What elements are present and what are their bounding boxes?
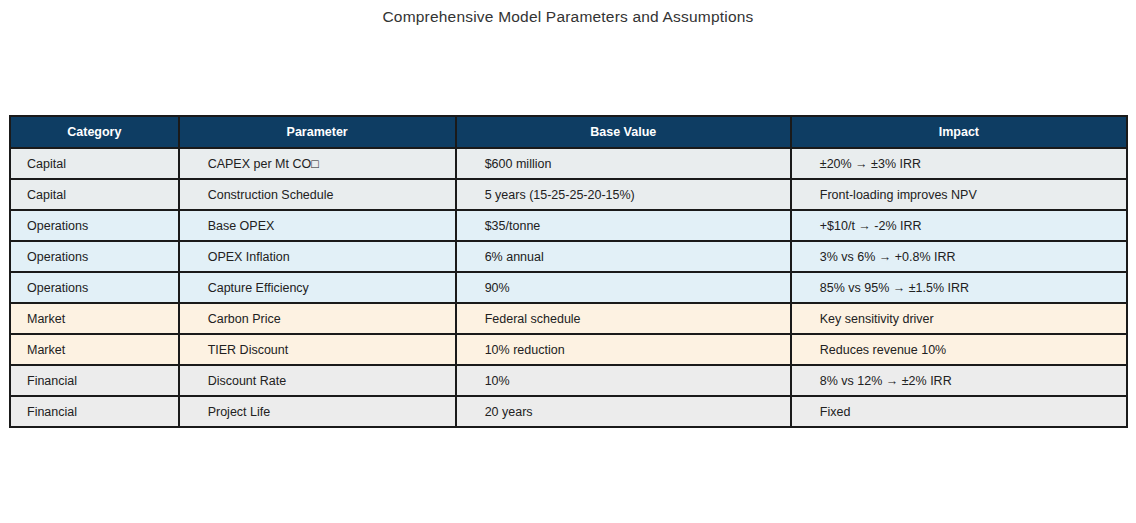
cell-impact: ±20% → ±3% IRR bbox=[791, 148, 1127, 179]
cell-category: Capital bbox=[10, 148, 179, 179]
cell-base-value: $35/tonne bbox=[456, 210, 791, 241]
cell-parameter: Capture Efficiency bbox=[179, 272, 456, 303]
cell-category: Financial bbox=[10, 396, 179, 427]
header-base-value: Base Value bbox=[456, 116, 791, 148]
cell-impact: Key sensitivity driver bbox=[791, 303, 1127, 334]
table-row: Market Carbon Price Federal schedule Key… bbox=[10, 303, 1127, 334]
cell-base-value: 10% bbox=[456, 365, 791, 396]
cell-category: Market bbox=[10, 303, 179, 334]
cell-base-value: 5 years (15-25-25-20-15%) bbox=[456, 179, 791, 210]
table-row: Capital Construction Schedule 5 years (1… bbox=[10, 179, 1127, 210]
cell-base-value: Federal schedule bbox=[456, 303, 791, 334]
header-impact: Impact bbox=[791, 116, 1127, 148]
cell-parameter: Base OPEX bbox=[179, 210, 456, 241]
cell-impact: Front-loading improves NPV bbox=[791, 179, 1127, 210]
cell-base-value: 6% annual bbox=[456, 241, 791, 272]
cell-base-value: $600 million bbox=[456, 148, 791, 179]
cell-impact: 85% vs 95% → ±1.5% IRR bbox=[791, 272, 1127, 303]
cell-parameter: CAPEX per Mt CO□ bbox=[179, 148, 456, 179]
chart-title: Comprehensive Model Parameters and Assum… bbox=[0, 8, 1136, 26]
cell-impact: Reduces revenue 10% bbox=[791, 334, 1127, 365]
table-row: Financial Discount Rate 10% 8% vs 12% → … bbox=[10, 365, 1127, 396]
cell-parameter: Project Life bbox=[179, 396, 456, 427]
cell-impact: 8% vs 12% → ±2% IRR bbox=[791, 365, 1127, 396]
figure-canvas: Comprehensive Model Parameters and Assum… bbox=[0, 0, 1136, 523]
cell-category: Market bbox=[10, 334, 179, 365]
cell-category: Financial bbox=[10, 365, 179, 396]
cell-base-value: 90% bbox=[456, 272, 791, 303]
table-row: Financial Project Life 20 years Fixed bbox=[10, 396, 1127, 427]
cell-parameter: Carbon Price bbox=[179, 303, 456, 334]
cell-parameter: TIER Discount bbox=[179, 334, 456, 365]
cell-category: Operations bbox=[10, 210, 179, 241]
cell-category: Operations bbox=[10, 272, 179, 303]
cell-impact: Fixed bbox=[791, 396, 1127, 427]
cell-parameter: OPEX Inflation bbox=[179, 241, 456, 272]
cell-category: Capital bbox=[10, 179, 179, 210]
cell-category: Operations bbox=[10, 241, 179, 272]
table-row: Operations Capture Efficiency 90% 85% vs… bbox=[10, 272, 1127, 303]
parameters-table: Category Parameter Base Value Impact Cap… bbox=[9, 115, 1128, 428]
cell-impact: +$10/t → -2% IRR bbox=[791, 210, 1127, 241]
table-row: Operations OPEX Inflation 6% annual 3% v… bbox=[10, 241, 1127, 272]
cell-parameter: Construction Schedule bbox=[179, 179, 456, 210]
table-row: Capital CAPEX per Mt CO□ $600 million ±2… bbox=[10, 148, 1127, 179]
table-header-row: Category Parameter Base Value Impact bbox=[10, 116, 1127, 148]
cell-base-value: 20 years bbox=[456, 396, 791, 427]
table-row: Market TIER Discount 10% reduction Reduc… bbox=[10, 334, 1127, 365]
cell-base-value: 10% reduction bbox=[456, 334, 791, 365]
table-row: Operations Base OPEX $35/tonne +$10/t → … bbox=[10, 210, 1127, 241]
cell-parameter: Discount Rate bbox=[179, 365, 456, 396]
header-parameter: Parameter bbox=[179, 116, 456, 148]
header-category: Category bbox=[10, 116, 179, 148]
cell-impact: 3% vs 6% → +0.8% IRR bbox=[791, 241, 1127, 272]
